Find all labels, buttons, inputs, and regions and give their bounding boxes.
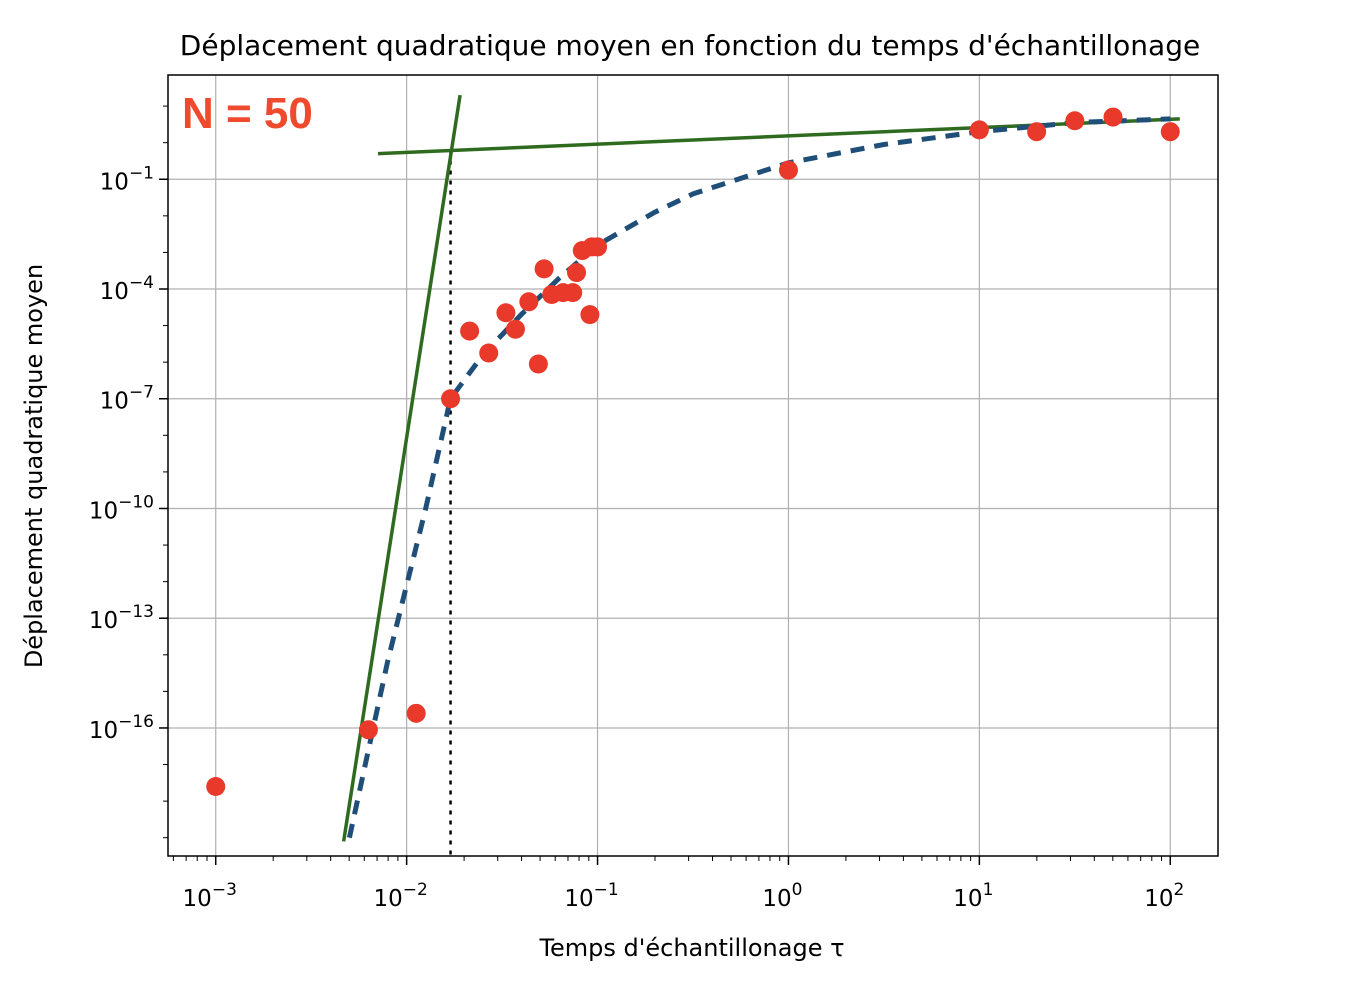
y-axis-label: Déplacement quadratique moyen xyxy=(20,264,48,668)
data-point xyxy=(460,321,480,341)
data-point xyxy=(580,305,600,325)
sample-size-annotation: N = 50 xyxy=(182,89,313,138)
y-axis: 10−1 10−4 10−7 10−10 10−13 10−16 xyxy=(89,105,168,839)
y-tick-label: 10−4 xyxy=(100,273,154,305)
data-point xyxy=(567,263,587,283)
data-point xyxy=(441,389,461,409)
chart-series xyxy=(206,94,1180,856)
x-tick-label: 101 xyxy=(953,880,993,912)
fit-curve xyxy=(346,116,1171,839)
data-point xyxy=(563,283,583,303)
data-point xyxy=(1103,107,1123,127)
data-point xyxy=(778,160,798,180)
data-point xyxy=(519,292,539,312)
x-axis: 10−3 10−2 10−1 100 101 102 xyxy=(172,856,1184,912)
x-tick-label: 100 xyxy=(762,880,802,912)
data-point xyxy=(969,120,989,140)
x-tick-label: 10−2 xyxy=(373,880,427,912)
data-point xyxy=(1065,111,1085,131)
x-tick-label: 102 xyxy=(1144,880,1184,912)
y-tick-label: 10−7 xyxy=(100,383,154,415)
x-tick-label: 10−3 xyxy=(183,880,237,912)
plot-frame xyxy=(167,74,1219,857)
chart-title: Déplacement quadratique moyen en fonctio… xyxy=(180,29,1200,62)
data-point xyxy=(1027,122,1047,142)
y-tick-label: 10−16 xyxy=(89,712,154,744)
data-point xyxy=(588,237,608,257)
data-point xyxy=(406,703,426,723)
x-axis-label: Temps d'échantillonage τ xyxy=(538,934,844,962)
data-point xyxy=(534,259,554,279)
data-point xyxy=(1160,122,1180,142)
x-tick-label: 10−1 xyxy=(564,880,618,912)
y-tick-label: 10−10 xyxy=(89,492,154,524)
y-tick-label: 10−1 xyxy=(100,163,154,195)
data-point xyxy=(496,303,516,323)
data-point xyxy=(528,354,548,374)
data-point xyxy=(505,319,525,339)
data-point xyxy=(358,720,378,740)
long-time-asymptote xyxy=(377,117,1180,156)
grid xyxy=(168,75,1218,856)
data-point xyxy=(206,776,226,796)
y-tick-label: 10−13 xyxy=(89,602,154,634)
data-point xyxy=(479,343,499,363)
short-time-asymptote xyxy=(341,94,462,842)
